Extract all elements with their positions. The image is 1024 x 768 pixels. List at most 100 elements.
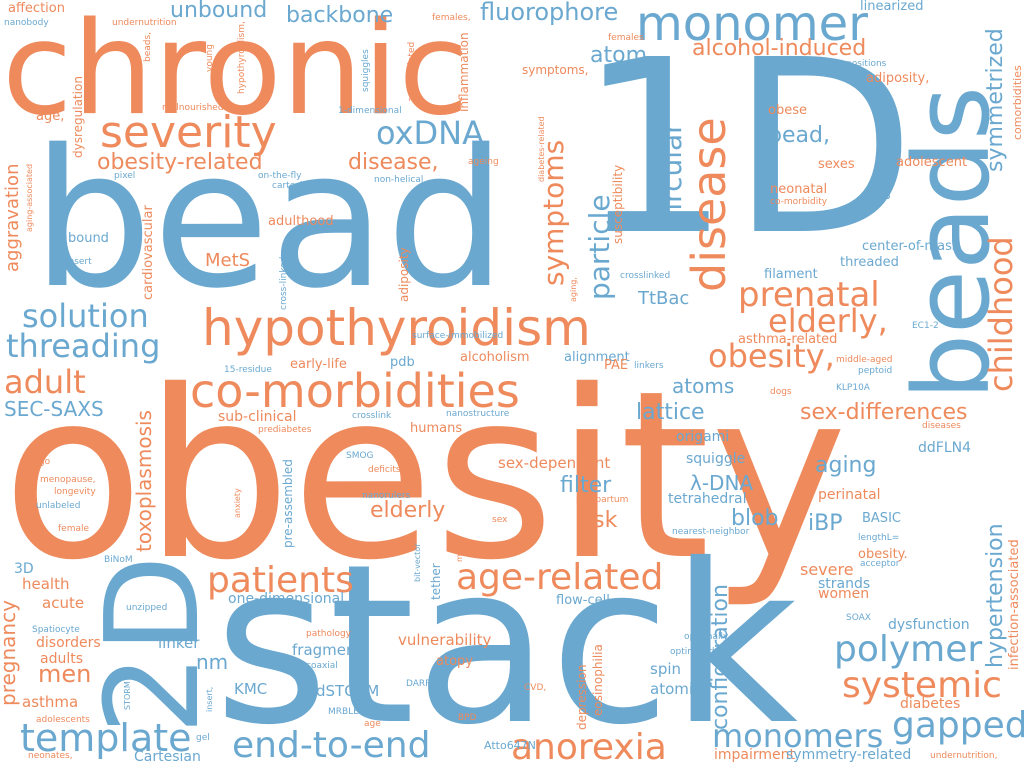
word-gel: gel [196,733,210,743]
word-basic: BASIC [862,511,901,526]
word-asthma-related: asthma-related [738,332,838,347]
word-adult: adult [4,363,86,401]
word-adults: adults [40,651,84,667]
word-health: health [22,575,70,593]
word-polymer: polymer [834,629,983,670]
word-atto647n: Atto647N [484,739,536,752]
word-cardiovascular: cardiovascular [141,205,156,300]
word-atopy: atopy [436,654,473,669]
word-binom: BiNoM [104,555,133,565]
word-aggravation: aggravation [2,163,23,272]
word-storm: STORM [123,681,132,710]
word-elderly-comma: elderly, [768,302,888,340]
word-tetrahedral: tetrahedral [668,491,747,507]
word-sex-differences: sex-differences [800,400,968,425]
word-dstorm: dSTORM [316,682,380,700]
word-ddfln4: ddFLN4 [918,440,972,456]
word-aging-associated: aging-associated [25,163,34,232]
word-atomic: atomic [650,680,702,698]
word-blob: blob [731,506,779,531]
word-menopause-comma: menopause, [40,475,96,485]
word-insert: insert [66,257,92,267]
word-infection-associated: infection-associated [1007,539,1022,670]
word-vulnerability: vulnerability [398,631,492,649]
word-pae: PAE [604,358,629,373]
word-alcohol-induced: alcohol-induced [692,36,867,61]
word-diseases: diseases [922,421,961,431]
word-linkers: linkers [634,361,664,371]
word-neonates-comma: neonates, [28,751,73,761]
word-filter: filter [560,473,612,498]
word-tether: tether [429,563,443,600]
word-aging: aging [815,453,877,478]
word-vitiligo: vitiligo [20,457,51,467]
word-cartesian: cartesian [272,181,314,191]
word-symmetrized: symmetrized [983,28,1008,172]
word-crosslink: crosslink [352,411,392,421]
word-squiggle: squiggle [686,451,746,467]
word-unbound: unbound [170,0,268,23]
word-obesity-period: obesity. [858,547,908,562]
word-aging-comma: aging, [569,277,578,302]
word-females-comma: females, [432,13,471,23]
word-sexes: sexes [818,157,855,172]
word-alignment: alignment [564,350,630,365]
word-cartesian-cap: Cartesian [134,749,201,765]
word-insert-comma: insert, [205,686,214,712]
word-early-life: early-life [290,357,347,372]
word-fragment: fragment [292,641,362,659]
word-disease-comma: disease, [348,150,439,175]
word-dysfunction: dysfunction [888,617,970,633]
word-age-related: age-related [456,557,664,598]
word-severity: severity [100,107,277,158]
word-hypertension: hypertension [983,523,1008,668]
word-bead-comma: bead, [768,123,830,148]
word-postpartum: postpartum [576,495,629,505]
word-positions: positions [846,59,887,69]
word-gapped: gapped [892,705,1024,746]
word-symptoms-comma: symptoms, [522,63,589,77]
word-men: men [38,660,92,688]
word-klp10a: KLP10A [836,383,870,393]
word-mrbles: MRBLEs [328,707,364,717]
word-atom: atom [590,43,647,68]
word-sub-clinical: sub-clinical [218,409,297,425]
word-strands: strands [818,576,871,592]
word-pdb: pdb [390,355,415,370]
word-females: females [608,33,644,43]
word-ibp: iBP [808,511,843,536]
word-beads-comma: beads, [143,31,153,62]
word-oxdna: oxDNA [376,114,484,152]
word-co-morbidity: co-morbidity [770,197,828,207]
word-lambda-dna: λ-DNA [690,471,754,495]
word-aging-related: aging-related [407,41,417,102]
word-flow-cell: flow-cell [556,593,610,608]
word-linker: linker [158,634,200,652]
word-one-dimensional: one-dimensional [228,591,345,607]
word-pixel: pixel [114,171,136,181]
word-patients: patients [207,560,354,601]
word-ageing: ageing [468,157,499,167]
word-undernutrition-comma: undernutrition, [930,751,998,761]
word-pathology: pathology [306,629,352,639]
word-soax: SOAX [846,613,871,623]
word-mets: MetS [205,250,251,271]
word-coaxial: coaxial [306,661,338,671]
word-threading: threading [6,327,161,365]
word-perinatal: perinatal [818,487,881,503]
word-threaded: threaded [840,255,899,270]
word-eosinophilia: eosinophilia [591,644,605,716]
word-undernutrition: undernutrition [112,18,177,28]
word-depression: depression [575,664,589,730]
word-symmetry-related: symmetry-related [786,747,912,763]
word-obesity-comma: obesity, [708,337,835,375]
word-nanobody: nanobody [4,18,49,28]
word-peptoid: peptoid [858,366,893,376]
word-pregnancy: pregnancy [0,600,20,706]
word-cvd: CVD, [524,683,547,693]
word-center-of-mass: center-of-mass [862,239,959,254]
word-age-comma: age, [36,109,65,124]
word-prenatal: prenatal [738,275,880,315]
word-cross-linked: cross-linked [279,256,289,310]
